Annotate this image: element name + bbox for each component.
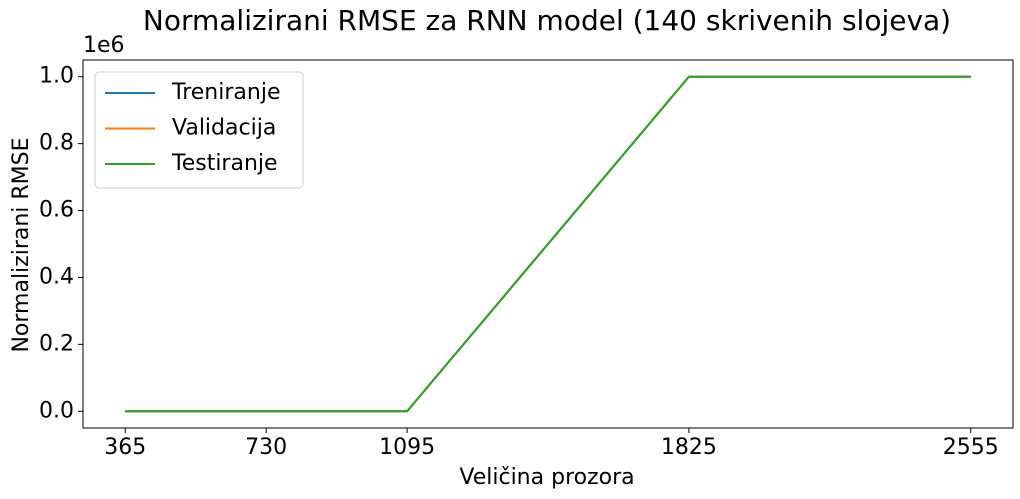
y-tick-label: 0.6 <box>39 198 74 223</box>
legend-box <box>94 71 304 189</box>
y-offset-label: 1e6 <box>83 33 125 58</box>
x-tick-label: 1825 <box>661 435 717 460</box>
y-axis-label: Normalizirani RMSE <box>9 137 34 352</box>
y-tick-label: 0.4 <box>39 264 74 289</box>
legend-label: Testiranje <box>171 151 278 176</box>
legend-label: Treniranje <box>171 80 280 105</box>
chart-title: Normalizirani RMSE za RNN model (140 skr… <box>143 4 951 37</box>
y-tick-label: 1.0 <box>39 64 74 89</box>
y-tick-label: 0.8 <box>39 131 74 156</box>
plot-frame <box>82 59 1014 429</box>
legend-label: Validacija <box>172 116 276 141</box>
x-tick-label: 730 <box>245 435 287 460</box>
series-line <box>125 75 971 413</box>
x-tick-label: 1095 <box>379 435 435 460</box>
y-tick-label: 0.2 <box>39 331 74 356</box>
x-axis-label: Veličina prozora <box>459 465 634 490</box>
x-tick-label: 365 <box>104 435 146 460</box>
y-tick-label: 0.0 <box>39 398 74 423</box>
x-tick-label: 2555 <box>943 435 999 460</box>
